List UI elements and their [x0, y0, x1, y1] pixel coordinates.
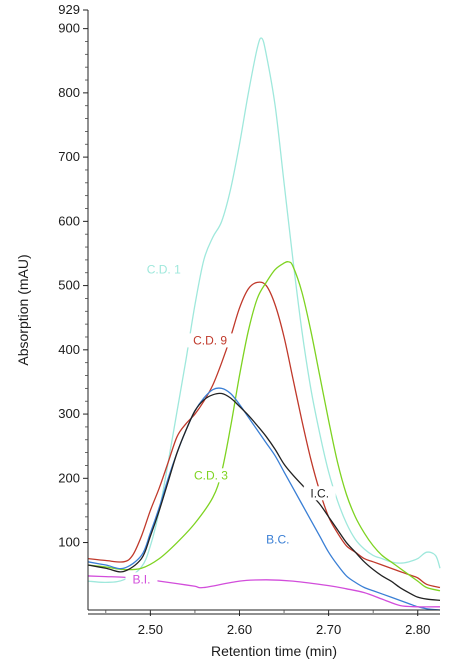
series-label-c-d-3: C.D. 3 [194, 468, 228, 482]
y-tick-label: 929 [58, 2, 80, 17]
series-line-c-d-9 [87, 281, 441, 589]
series-label-b-c: B.C. [266, 533, 289, 547]
series-label-bg [303, 486, 336, 501]
x-tick-label: 2.50 [138, 622, 163, 637]
series-label-c-d-9: C.D. 9 [193, 333, 227, 347]
x-tick-label: 2.70 [316, 622, 341, 637]
series-line-i-c [87, 392, 441, 602]
y-tick-label: 800 [58, 85, 80, 100]
series-label-bg [140, 262, 187, 277]
y-tick-label: 300 [58, 406, 80, 421]
series-line-c-d-3 [87, 260, 441, 592]
series-label-layer: C.D. 1 C.D. 9 C.D. 3 B.C. I.C. B.I. [125, 262, 336, 587]
series-layer [87, 37, 441, 611]
axis-layer [87, 10, 440, 615]
x-axis-title: Retention time (min) [211, 643, 337, 659]
x-tick-label: 2.60 [227, 622, 252, 637]
y-tick-label: 700 [58, 149, 80, 164]
series-label-bg [261, 532, 294, 547]
y-tick-label: 200 [58, 470, 80, 485]
series-label-b-i: B.I. [132, 572, 150, 586]
series-label-bg [187, 333, 234, 348]
y-tick-label: 600 [58, 213, 80, 228]
tick-layer: 100 200 300 400 500 600 700 800 900 929 2.50 2.60 2.… [58, 2, 430, 637]
y-tick-label: 100 [58, 535, 80, 550]
series-label-i-c: I.C. [310, 486, 329, 500]
series-label-bg [125, 572, 158, 587]
x-tick-label: 2.80 [405, 622, 430, 637]
series-line-b-c [87, 387, 441, 611]
series-label-c-d-1: C.D. 1 [147, 263, 181, 277]
series-label-bg [187, 468, 234, 483]
y-tick-label: 500 [58, 278, 80, 293]
y-axis-title: Absorption (mAU) [15, 254, 31, 365]
y-tick-label: 400 [58, 342, 80, 357]
series-line-c-d-1 [87, 37, 441, 584]
y-tick-label: 900 [58, 21, 80, 36]
